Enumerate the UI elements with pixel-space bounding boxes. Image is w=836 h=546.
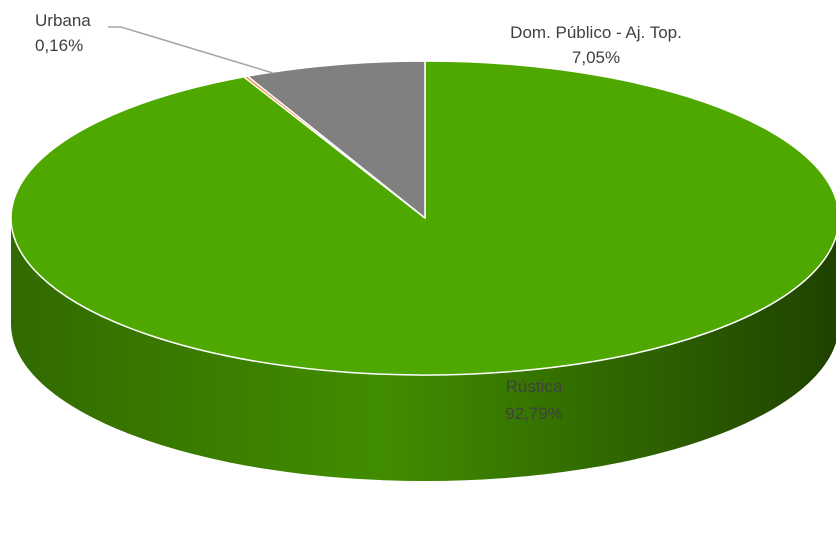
slice-value-rustica: 92,79% [505,404,563,423]
slice-label-rustica: Rústica [506,377,563,396]
pie-side-wall [11,218,836,481]
pie-label-layer: Urbana 0,16% Dom. Público - Aj. Top. 7,0… [35,11,682,423]
pie-side-layer [11,218,836,481]
slice-label-dom-publico: Dom. Público - Aj. Top. [510,23,682,42]
slice-label-urbana: Urbana [35,11,91,30]
slice-value-urbana: 0,16% [35,36,83,55]
pie-slice-dom-publico-aj-top [246,60,426,219]
pie-slice-rustica [10,60,836,376]
leader-line-urbana [108,26,274,74]
pie-top-layer [10,60,836,376]
slice-value-dom-publico: 7,05% [572,48,620,67]
